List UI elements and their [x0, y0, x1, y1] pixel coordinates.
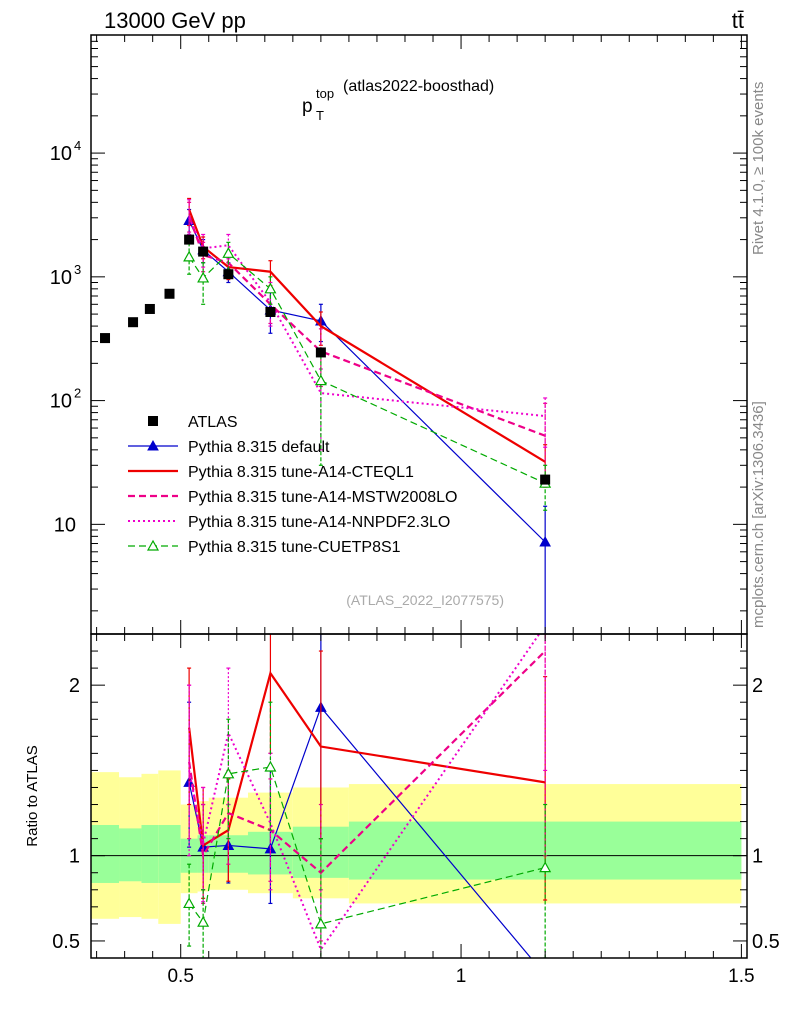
plot-title-superscript: top: [316, 86, 334, 101]
legend-series-0-label: Pythia 8.315 default: [188, 439, 330, 456]
atlas-data-point-8: [315, 347, 326, 358]
plot-title-analysis: (atlas2022-boosthad): [343, 78, 494, 95]
series-4-ratio-marker-3: [264, 760, 277, 772]
y-main-tick-label-2: 10: [50, 267, 72, 289]
header-energy: 13000 GeV pp: [104, 8, 246, 33]
atlas-data-point-4: [184, 234, 195, 245]
header-process: tt̄: [732, 8, 744, 33]
atlas-data-point-7: [265, 306, 276, 317]
y-main-tick-label-exp-1: 2: [74, 386, 81, 401]
y-main-tick-label-exp-3: 4: [74, 138, 81, 153]
y-ratio-tick-label-right-0: 0.5: [752, 931, 780, 953]
y-main-tick-label-0: 10: [54, 514, 76, 536]
series-0-ratio-marker-5: [540, 970, 550, 979]
series-4-marker-2: [222, 247, 235, 258]
ratio-series-layer: [183, 634, 552, 979]
legend-series-2-label: Pythia 8.315 tune-A14-MSTW2008LO: [188, 489, 457, 506]
band-green-2: [141, 824, 159, 883]
series-1-line: [188, 209, 546, 463]
series-2-ratio-line: [188, 650, 546, 875]
legend-series-4-marker: [146, 539, 160, 551]
series-0-marker-5: [539, 535, 552, 547]
legend: ATLAS Pythia 8.315 default Pythia 8.315 tu…: [128, 414, 457, 556]
y-ratio-tick-label-left-2: 2: [69, 675, 80, 697]
atlas-data-point-1: [128, 317, 139, 328]
series-1-ratio-line: [188, 670, 546, 848]
series-4-marker-4: [314, 374, 327, 386]
mcplots-reference-label: mcplots.cern.ch [arXiv:1306.3436]: [750, 401, 767, 628]
series-4-ratio-marker-1: [197, 915, 210, 927]
legend-series-4-label: Pythia 8.315 tune-CUETP8S1: [188, 539, 401, 556]
series-4-ratio-line: [188, 766, 546, 925]
series-4-marker-0: [183, 250, 196, 262]
series-3-line: [188, 217, 546, 418]
analysis-watermark: (ATLAS_2022_I2077575): [346, 592, 504, 608]
y-ratio-tick-label-right-1: 1: [752, 846, 763, 868]
atlas-data-point-5: [198, 246, 209, 257]
series-4-line: [188, 252, 546, 484]
atlas-data-point-0: [100, 333, 111, 344]
series-4-ratio-marker-5: [539, 861, 552, 873]
x-tick-label-2: 1.5: [728, 966, 754, 987]
y-ratio-tick-label-left-1: 1: [69, 846, 80, 868]
y-ratio-tick-label-left-0: 0.5: [52, 931, 80, 953]
x-tick-label-0: 0.5: [167, 966, 193, 987]
legend-atlas-label: ATLAS: [188, 414, 238, 431]
axis-ticks: [91, 34, 747, 959]
plot-title-subscript: T: [316, 108, 324, 123]
y-main-tick-label-3: 10: [50, 143, 72, 165]
atlas-data-point-3: [164, 288, 175, 299]
main-series-layer: [183, 197, 552, 634]
atlas-data-point-6: [223, 269, 234, 280]
atlas-data-point-2: [144, 303, 155, 314]
y-ratio-tick-label-right-2: 2: [752, 675, 763, 697]
atlas-data-point-9: [540, 474, 551, 485]
series-4-ratio-marker-2: [222, 767, 235, 779]
rivet-version-label: Rivet 4.1.0, ≥ 100k events: [750, 82, 767, 255]
band-green-0: [91, 824, 120, 883]
ratio-panel-frame: [90, 633, 748, 959]
atlas-data-layer: [100, 234, 551, 485]
band-green-1: [119, 828, 142, 882]
y-main-tick-label-exp-2: 3: [74, 262, 81, 277]
legend-series-0-marker: [147, 439, 159, 451]
band-green-3: [158, 824, 181, 883]
legend-series-3-label: Pythia 8.315 tune-A14-NNPDF2.3LO: [188, 514, 450, 531]
plot-title: p: [302, 96, 313, 117]
series-4-ratio-marker-0: [183, 897, 196, 909]
ratio-axis-label: Ratio to ATLAS: [24, 745, 41, 846]
series-0-line: [188, 220, 546, 543]
legend-atlas-marker: [148, 416, 158, 426]
x-tick-label-1: 1: [456, 966, 467, 987]
series-2-line: [188, 215, 546, 437]
series-4-ratio-marker-4: [314, 917, 327, 929]
y-main-tick-label-1: 10: [50, 391, 72, 413]
series-4-marker-3: [264, 282, 277, 294]
legend-series-1-label: Pythia 8.315 tune-A14-CTEQL1: [188, 464, 414, 481]
series-4-marker-1: [197, 271, 210, 283]
